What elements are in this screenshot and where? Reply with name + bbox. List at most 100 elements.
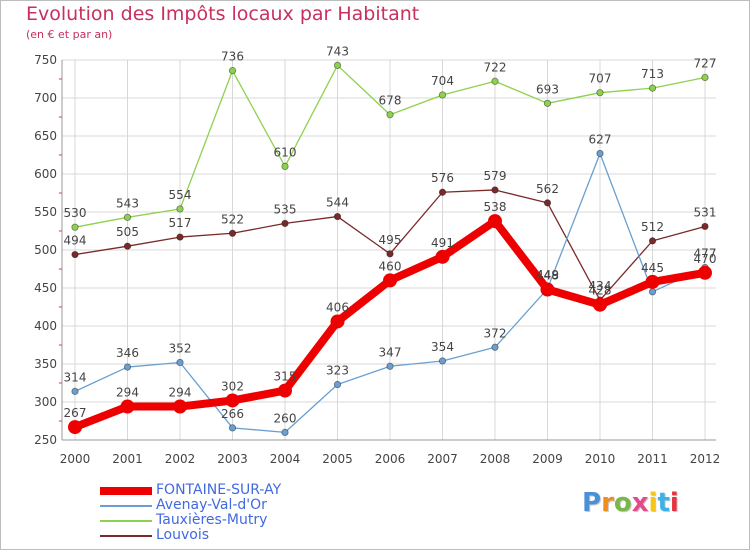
data-point-avenay-val-d-or <box>176 358 184 367</box>
x-tick-label: 2008 <box>480 452 511 466</box>
data-label-avenay-val-d-or: 477 <box>694 246 717 260</box>
legend-label: Tauxières-Mutry <box>156 512 268 528</box>
data-label-avenay-val-d-or: 372 <box>484 326 507 340</box>
data-label-avenay-val-d-or: 352 <box>169 341 192 355</box>
data-label-avenay-val-d-or: 260 <box>274 411 297 425</box>
data-label-louvois: 495 <box>379 233 402 247</box>
y-tick-label: 700 <box>34 91 57 105</box>
data-point-louvois <box>701 222 709 231</box>
x-tick-label: 2001 <box>112 452 143 466</box>
data-label-tauxieres-mutry: 736 <box>221 50 244 64</box>
data-point-avenay-val-d-or <box>123 363 132 371</box>
data-point-tauxieres-mutry <box>228 67 237 75</box>
data-label-louvois: 517 <box>169 216 192 230</box>
data-point-avenay-val-d-or <box>491 343 499 351</box>
data-label-fontaine-sur-ay: 460 <box>379 259 402 273</box>
data-point-tauxieres-mutry <box>71 223 79 231</box>
legend-label: Louvois <box>156 527 210 543</box>
data-point-fontaine-sur-ay <box>330 314 345 329</box>
y-tick-label: 650 <box>34 129 57 143</box>
data-point-tauxieres-mutry <box>333 61 342 69</box>
x-tick-label: 2012 <box>690 452 721 466</box>
data-point-louvois <box>543 199 552 207</box>
x-tick-label: 2003 <box>217 452 248 466</box>
data-label-avenay-val-d-or: 627 <box>589 132 612 146</box>
data-label-tauxieres-mutry: 704 <box>431 74 454 88</box>
data-label-tauxieres-mutry: 678 <box>379 94 402 108</box>
legend-label: Avenay-Val-d'Or <box>156 497 267 513</box>
data-label-fontaine-sur-ay: 315 <box>274 370 297 384</box>
data-label-avenay-val-d-or: 323 <box>326 364 349 378</box>
data-point-avenay-val-d-or <box>333 380 342 389</box>
data-label-louvois: 576 <box>431 171 454 185</box>
data-label-tauxieres-mutry: 743 <box>326 44 349 58</box>
legend-label: FONTAINE-SUR-AY <box>156 482 282 498</box>
data-label-fontaine-sur-ay: 538 <box>484 200 507 214</box>
data-point-tauxieres-mutry <box>438 91 447 99</box>
data-point-avenay-val-d-or <box>438 357 447 365</box>
logo-letter: x <box>631 488 649 518</box>
data-label-tauxieres-mutry: 543 <box>116 196 139 210</box>
data-point-louvois <box>71 250 79 259</box>
y-tick-label: 400 <box>34 319 57 333</box>
data-point-avenay-val-d-or <box>228 424 237 432</box>
proxiti-logo: Proxiti <box>582 488 679 518</box>
data-point-louvois <box>491 186 499 194</box>
data-label-tauxieres-mutry: 722 <box>484 60 507 74</box>
data-label-avenay-val-d-or: 354 <box>431 340 454 354</box>
data-point-tauxieres-mutry <box>701 73 709 82</box>
data-label-tauxieres-mutry: 530 <box>64 206 87 220</box>
data-label-tauxieres-mutry: 610 <box>274 145 297 159</box>
logo-letter: P <box>582 488 602 518</box>
data-point-fontaine-sur-ay <box>173 399 187 414</box>
y-tick-label: 550 <box>34 205 57 219</box>
data-point-louvois <box>438 188 447 196</box>
data-point-tauxieres-mutry <box>281 162 289 170</box>
data-label-louvois: 522 <box>221 212 244 226</box>
data-point-fontaine-sur-ay <box>698 265 712 280</box>
data-label-tauxieres-mutry: 713 <box>641 67 664 81</box>
data-label-fontaine-sur-ay: 470 <box>694 252 717 266</box>
y-tick-label: 300 <box>34 395 57 409</box>
data-label-louvois: 434 <box>589 279 612 293</box>
data-label-avenay-val-d-or: 314 <box>64 370 87 384</box>
x-tick-label: 2010 <box>585 452 616 466</box>
data-point-tauxieres-mutry <box>386 111 394 119</box>
data-point-avenay-val-d-or <box>648 288 657 296</box>
data-point-avenay-val-d-or <box>281 428 289 436</box>
data-label-fontaine-sur-ay: 448 <box>536 269 559 283</box>
data-label-louvois: 512 <box>641 220 664 234</box>
legend-swatch <box>100 535 152 537</box>
data-label-fontaine-sur-ay: 302 <box>221 379 244 393</box>
data-point-fontaine-sur-ay <box>225 393 240 408</box>
data-label-louvois: 579 <box>484 169 507 183</box>
x-tick-label: 2005 <box>322 452 353 466</box>
data-point-fontaine-sur-ay <box>68 420 82 435</box>
data-point-avenay-val-d-or <box>71 387 79 395</box>
x-tick-label: 2007 <box>427 452 458 466</box>
x-tick-label: 2000 <box>60 452 91 466</box>
logo-letter: i <box>648 488 658 518</box>
data-label-fontaine-sur-ay: 445 <box>641 261 664 275</box>
data-label-fontaine-sur-ay: 406 <box>326 300 349 314</box>
legend-swatch <box>100 487 152 495</box>
y-tick-label: 600 <box>34 167 57 181</box>
x-tick-label: 2004 <box>270 452 301 466</box>
data-point-louvois <box>333 212 342 221</box>
legend-swatch <box>100 520 152 522</box>
data-label-fontaine-sur-ay: 491 <box>431 236 454 250</box>
y-tick-label: 500 <box>34 243 57 257</box>
data-point-louvois <box>386 250 394 258</box>
data-point-tauxieres-mutry <box>543 99 552 107</box>
data-point-fontaine-sur-ay <box>540 282 555 297</box>
data-point-avenay-val-d-or <box>386 362 394 370</box>
data-label-louvois: 505 <box>116 225 139 239</box>
y-tick-label: 250 <box>34 433 57 447</box>
data-label-tauxieres-mutry: 707 <box>589 72 612 86</box>
x-tick-label: 2006 <box>375 452 406 466</box>
data-label-louvois: 494 <box>64 234 87 248</box>
data-label-fontaine-sur-ay: 294 <box>116 386 139 400</box>
data-point-louvois <box>123 242 132 250</box>
data-point-fontaine-sur-ay <box>488 214 502 229</box>
